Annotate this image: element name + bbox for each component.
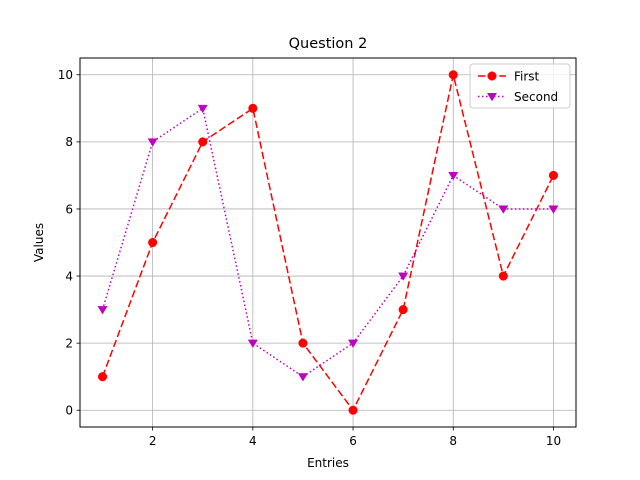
chart-title: Question 2 [289,36,368,52]
x-tick-label: 8 [449,434,457,448]
data-point [398,305,408,315]
data-point [548,170,559,180]
data-point [148,237,158,248]
data-point [498,271,508,281]
series-plot [97,70,559,415]
legend: First Second [469,63,571,109]
series-second [97,104,559,382]
data-point [97,372,108,382]
data-point [297,373,308,382]
data-point [348,339,359,348]
x-tick-label: 10 [546,434,561,448]
y-tick-label: 10 [58,68,73,82]
y-tick-label: 4 [65,269,73,283]
series-line [101,107,554,378]
data-point [248,103,258,113]
y-axis-label: Values [32,223,46,262]
y-tick-label: 0 [65,404,73,418]
data-point [247,339,258,348]
x-tick-label: 2 [149,434,157,448]
data-point [448,70,458,80]
data-point [197,104,208,114]
y-tick-label: 6 [65,202,73,216]
x-axis-label: Entries [307,456,349,470]
legend-swatch-marker [486,93,498,102]
plot-frame [79,57,577,428]
y-tick-label: 8 [65,135,73,149]
data-point [548,205,559,214]
data-point [298,338,308,348]
data-point [398,272,409,281]
axis-ticks: 2 4 6 8 10 0 2 4 6 8 10 [58,68,561,448]
data-point [147,138,158,147]
data-point [198,137,208,147]
x-tick-label: 4 [249,434,257,448]
y-tick-label: 2 [65,336,73,350]
series-line [101,74,555,411]
series-first [97,70,559,415]
legend-swatch-marker [487,71,497,81]
x-tick-label: 6 [349,434,357,448]
data-point [498,205,509,214]
data-point [348,405,358,415]
data-point [97,306,108,315]
data-point [448,171,459,181]
legend-label: Second [514,90,558,104]
legend-label: First [514,69,540,83]
